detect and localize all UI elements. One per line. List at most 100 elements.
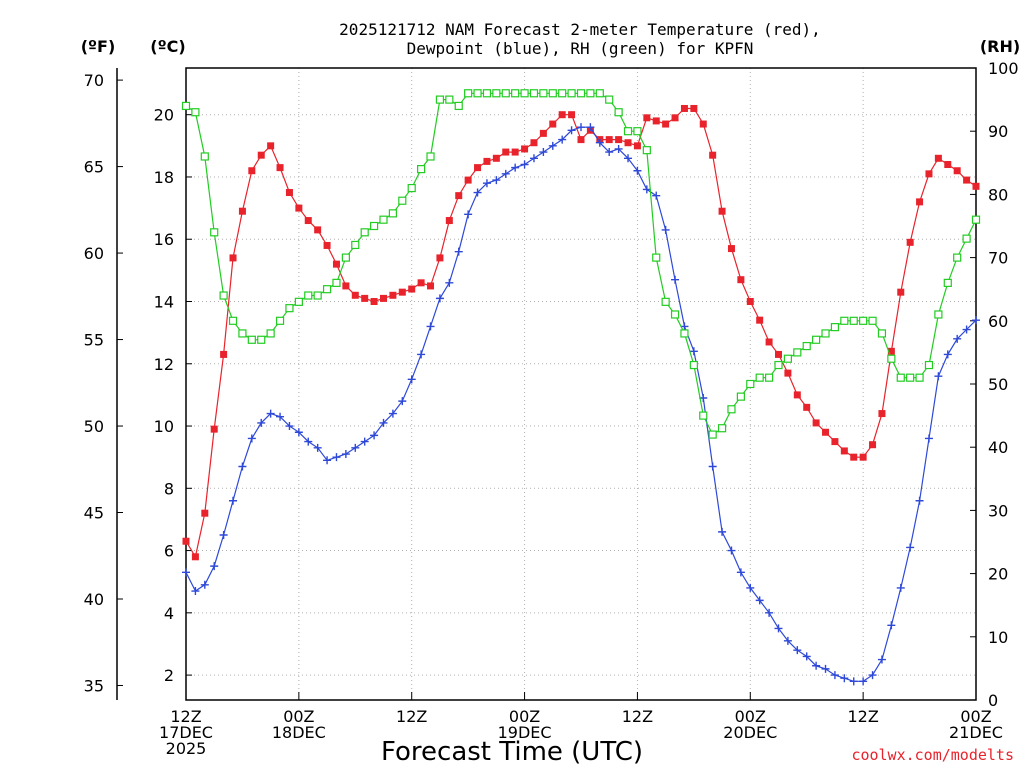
dewpoint-point <box>614 144 623 153</box>
celsius-tick-label: 4 <box>164 604 174 623</box>
rh-point <box>896 373 905 382</box>
dewpoint-point <box>511 163 520 172</box>
dewpoint-point <box>680 322 689 331</box>
rh-point <box>802 341 811 351</box>
temperature-point <box>530 139 538 147</box>
dewpoint-point <box>379 418 388 427</box>
dewpoint-point <box>445 278 454 287</box>
rh-point <box>717 424 727 433</box>
temperature-point <box>812 419 820 427</box>
rh-point <box>774 360 783 370</box>
rh-tick-label: 10 <box>988 628 1008 647</box>
rh-point <box>285 304 294 313</box>
dewpoint-point <box>323 456 332 465</box>
fahrenheit-tick-label: 70 <box>84 71 104 90</box>
time-tick-label: 17DEC <box>159 723 213 742</box>
fahrenheit-axis: 35 40 45 50 55 60 65 70 <box>84 71 123 695</box>
dewpoint-point <box>774 624 783 633</box>
time-tick-label: 21DEC <box>949 723 1003 742</box>
dewpoint-point <box>830 671 839 680</box>
temperature-point <box>897 288 905 296</box>
temperature-point <box>314 226 322 234</box>
dewpoint-point <box>332 453 341 462</box>
fahrenheit-tick-label: 55 <box>84 331 104 350</box>
dewpoint-point <box>642 185 651 194</box>
temperature-point <box>304 217 312 225</box>
rh-point <box>548 89 557 98</box>
temperature-point <box>370 297 378 305</box>
dewpoint-point <box>529 154 538 163</box>
rh-tick-label: 90 <box>988 122 1008 141</box>
chart-title-line-1: 2025121712 NAM Forecast 2-meter Temperat… <box>339 20 821 39</box>
rh-point <box>633 127 642 136</box>
dewpoint-point <box>877 655 886 664</box>
temperature-point <box>850 453 858 461</box>
dewpoint-point <box>727 546 736 555</box>
fahrenheit-tick-label: 40 <box>84 590 104 609</box>
temperature-point <box>229 254 237 262</box>
temperature-point <box>803 403 811 411</box>
rh-tick-label: 80 <box>988 185 1008 204</box>
rh-point <box>398 196 407 205</box>
time-tick-label: 12Z <box>847 707 878 726</box>
rh-point <box>915 373 924 382</box>
dewpoint-point <box>388 409 397 418</box>
celsius-tick-label: 20 <box>154 106 174 125</box>
series-temperature <box>182 104 980 561</box>
credit-link[interactable]: coolwx.com/modelts <box>851 746 1014 764</box>
temperature-point <box>511 148 519 156</box>
temperature-point <box>680 104 688 112</box>
celsius-tick-label: 12 <box>154 355 174 374</box>
fahrenheit-unit-label: (ºF) <box>81 37 116 56</box>
time-tick-label: 12Z <box>170 707 201 726</box>
dewpoint-point <box>501 169 510 178</box>
rh-point <box>605 95 614 104</box>
rh-tick-label: 40 <box>988 438 1008 457</box>
dewpoint-point <box>586 123 595 132</box>
celsius-tick-label: 18 <box>154 168 174 187</box>
temperature-point <box>182 537 190 545</box>
temperature-point <box>398 288 406 296</box>
temperature-point <box>380 294 387 302</box>
temperature-point <box>746 297 754 305</box>
temperature-point <box>201 509 209 517</box>
dewpoint-point <box>454 247 463 256</box>
dewpoint-point <box>896 583 905 592</box>
dewpoint-point <box>962 325 971 334</box>
rh-unit-label: (RH) <box>980 37 1020 56</box>
fahrenheit-tick-label: 50 <box>84 417 104 436</box>
rh-point <box>539 89 548 98</box>
rh-tick-label: 20 <box>988 565 1008 584</box>
temperature-point <box>455 192 463 200</box>
dewpoint-point <box>219 530 228 539</box>
temperature-point <box>925 170 933 178</box>
celsius-tick-label: 16 <box>154 230 174 249</box>
fahrenheit-tick-label: 45 <box>84 504 104 523</box>
dewpoint-point <box>247 434 256 443</box>
temperature-point <box>238 207 246 215</box>
temperature-point <box>577 136 585 144</box>
temperature-point <box>699 120 707 128</box>
rh-point <box>313 291 322 300</box>
celsius-tick-label: 6 <box>164 542 174 561</box>
dewpoint-point <box>595 138 604 147</box>
rh-point <box>699 411 708 420</box>
rh-point <box>821 329 830 338</box>
temperature-point <box>492 154 500 162</box>
rh-point <box>341 253 350 262</box>
dewpoint-point <box>924 434 933 443</box>
rh-point <box>783 354 793 363</box>
time-tick-label: 20DEC <box>723 723 777 742</box>
rh-point <box>736 392 745 401</box>
rh-point <box>482 89 492 98</box>
rh-point <box>924 360 934 370</box>
rh-point <box>294 297 303 306</box>
dewpoint-point <box>482 179 491 188</box>
rh-point <box>595 89 604 98</box>
temperature-point <box>643 114 651 122</box>
dewpoint-point <box>370 431 379 440</box>
series-layer <box>181 89 981 686</box>
dewpoint-point <box>906 543 915 552</box>
grid-lines <box>186 68 976 700</box>
rh-point <box>228 316 238 325</box>
